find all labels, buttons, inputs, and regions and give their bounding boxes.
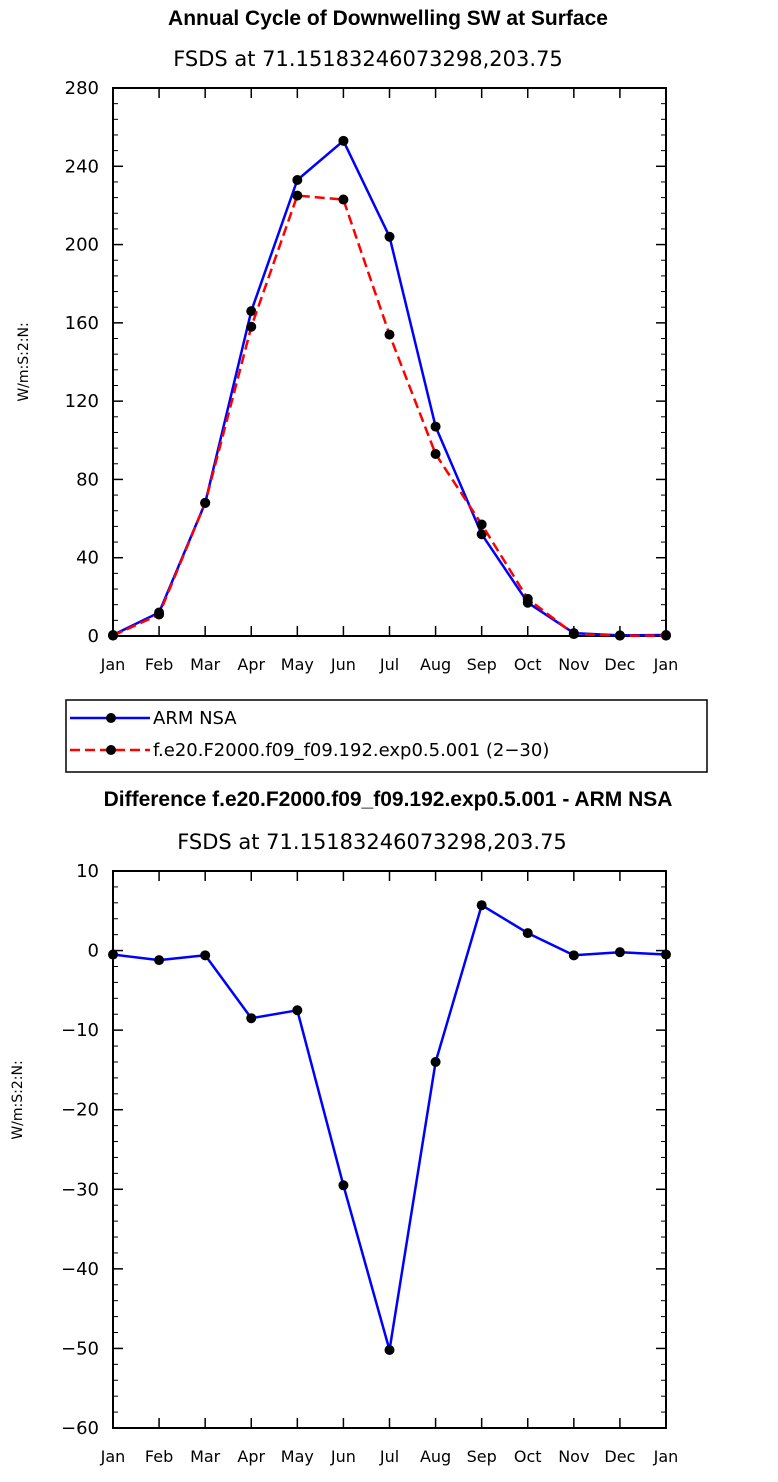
chart2-ytick-label: 10 bbox=[76, 861, 99, 882]
chart2-series-1-point bbox=[384, 1345, 395, 1356]
chart1-subtitle: FSDS at 71.15183246073298,203.75 bbox=[173, 47, 563, 71]
chart2-series-1-point bbox=[246, 1013, 257, 1024]
chart2-xtick-label: May bbox=[281, 1447, 314, 1466]
chart1-xtick-label: Mar bbox=[190, 655, 221, 674]
chart2-ytick-label: −30 bbox=[61, 1179, 99, 1200]
chart1-xtick-label: Dec bbox=[604, 655, 635, 674]
chart2-xtick-label: Jun bbox=[330, 1447, 356, 1466]
chart1-series-1-point bbox=[338, 135, 349, 146]
chart1-series-2-point bbox=[200, 497, 211, 508]
chart2-ytick-label: 0 bbox=[88, 941, 99, 962]
chart1-xtick-label: May bbox=[281, 655, 314, 674]
chart2-series-1-point bbox=[154, 955, 165, 966]
legend-label-arm: ARM NSA bbox=[153, 708, 237, 729]
chart1-series-2-point bbox=[568, 629, 579, 640]
chart2-series-1-point bbox=[430, 1056, 441, 1067]
chart2-ytick-label: −10 bbox=[61, 1020, 99, 1041]
chart1-series-2-point bbox=[292, 190, 303, 201]
chart1-xtick-label: Aug bbox=[420, 655, 451, 674]
chart1-series-2-point bbox=[522, 593, 533, 604]
chart1-ylabel: W/m:S:2:N: bbox=[16, 322, 32, 401]
legend-box bbox=[65, 699, 708, 773]
chart2-series-1-point bbox=[522, 928, 533, 939]
chart2-xtick-label: Feb bbox=[145, 1447, 173, 1466]
chart1-xtick-label: Oct bbox=[514, 655, 542, 674]
chart2-xtick-label: Jan bbox=[100, 1447, 126, 1466]
chart2-ytick-label: −60 bbox=[61, 1418, 99, 1439]
chart2-xtick-label: Oct bbox=[514, 1447, 542, 1466]
chart1-xtick-label: Sep bbox=[467, 655, 497, 674]
chart1-xtick-label: Jun bbox=[330, 655, 356, 674]
chart1-xtick-label: Jul bbox=[379, 655, 399, 674]
chart2-series-1-point bbox=[661, 949, 671, 960]
chart2-xtick-label: Nov bbox=[558, 1447, 589, 1466]
chart2-series-1-point bbox=[200, 950, 211, 961]
legend-marker-arm bbox=[106, 713, 116, 723]
chart1-series-1-point bbox=[430, 421, 441, 432]
chart1-ytick-label: 200 bbox=[65, 235, 99, 256]
chart1-ytick-label: 240 bbox=[65, 156, 99, 177]
chart2-series-line-1 bbox=[112, 903, 667, 1352]
chart1-plot: 0 40 80 120 160 200 240 280 Jan Feb Mar Apr May Jun Ju… bbox=[65, 78, 679, 674]
chart1-series-1-point bbox=[476, 529, 487, 540]
chart1-ytick-label: 280 bbox=[65, 78, 99, 99]
chart1-xtick-label: Jan bbox=[100, 655, 126, 674]
chart2-ytick-label: −50 bbox=[61, 1338, 99, 1359]
chart1-series-2-point bbox=[661, 630, 671, 641]
chart1-ytick-label: 160 bbox=[65, 313, 99, 334]
chart1-series-1-point bbox=[384, 231, 395, 242]
chart2-xtick-label: Mar bbox=[190, 1447, 221, 1466]
chart1-series-1-point bbox=[292, 174, 303, 185]
chart1-ytick-label: 120 bbox=[65, 391, 99, 412]
legend-marker-model bbox=[106, 745, 116, 755]
chart1-plot-frame bbox=[112, 87, 667, 637]
chart2-ytick-label: −40 bbox=[61, 1259, 99, 1280]
chart1-xtick-label: Apr bbox=[237, 655, 265, 674]
chart1-series-line-2 bbox=[112, 194, 666, 637]
chart2-series-1-point bbox=[108, 949, 118, 960]
chart2-subtitle: FSDS at 71.15183246073298,203.75 bbox=[177, 830, 567, 854]
chart1-xtick-label: Jan bbox=[653, 655, 679, 674]
chart2-series-1-point bbox=[568, 950, 579, 961]
chart1-series-1-point bbox=[246, 306, 257, 317]
chart2-xtick-label: Sep bbox=[467, 1447, 497, 1466]
chart2-ytick-label: −20 bbox=[61, 1100, 99, 1121]
legend-label-model: f.e20.F2000.f09_f09.192.exp0.5.001 (2−30… bbox=[153, 740, 549, 761]
chart1-ytick-label: 40 bbox=[76, 548, 99, 569]
chart2-xtick-label: Jul bbox=[379, 1447, 399, 1466]
chart1-title: Annual Cycle of Downwelling SW at Surfac… bbox=[168, 7, 608, 30]
chart1-series-2-point bbox=[246, 321, 257, 332]
chart2-xtick-label: Aug bbox=[420, 1447, 451, 1466]
chart1-series-line-1 bbox=[112, 139, 667, 637]
chart1-series-2-point bbox=[108, 630, 118, 641]
chart2-plot: −60 −50 −40 −30 −20 −10 0 10 Jan Feb Mar Apr May Jun J… bbox=[61, 861, 678, 1466]
chart1-ytick-label: 0 bbox=[88, 626, 99, 647]
chart1-series-2-point bbox=[338, 194, 349, 205]
chart1-series-2-point bbox=[430, 448, 441, 459]
chart2-series-1-point bbox=[614, 947, 625, 958]
chart2-ylabel: W/m:S:2:N: bbox=[10, 1060, 26, 1139]
chart1-ytick-label: 80 bbox=[76, 469, 99, 490]
chart2-series-1-point bbox=[476, 900, 487, 911]
chart1-series-2-point bbox=[384, 329, 395, 340]
chart1-series-2-point bbox=[614, 630, 625, 641]
chart2-xtick-label: Apr bbox=[237, 1447, 265, 1466]
chart1-series-2-point bbox=[476, 519, 487, 530]
chart1-xtick-label: Nov bbox=[558, 655, 589, 674]
chart1-series-2-point bbox=[154, 609, 165, 620]
chart2-series-1-point bbox=[292, 1005, 303, 1016]
chart2-xtick-label: Jan bbox=[653, 1447, 679, 1466]
chart2-series-1-point bbox=[338, 1180, 349, 1191]
chart2-xtick-label: Dec bbox=[604, 1447, 635, 1466]
chart2-title: Difference f.e20.F2000.f09_f09.192.exp0.… bbox=[104, 788, 673, 811]
chart1-xtick-label: Feb bbox=[145, 655, 173, 674]
